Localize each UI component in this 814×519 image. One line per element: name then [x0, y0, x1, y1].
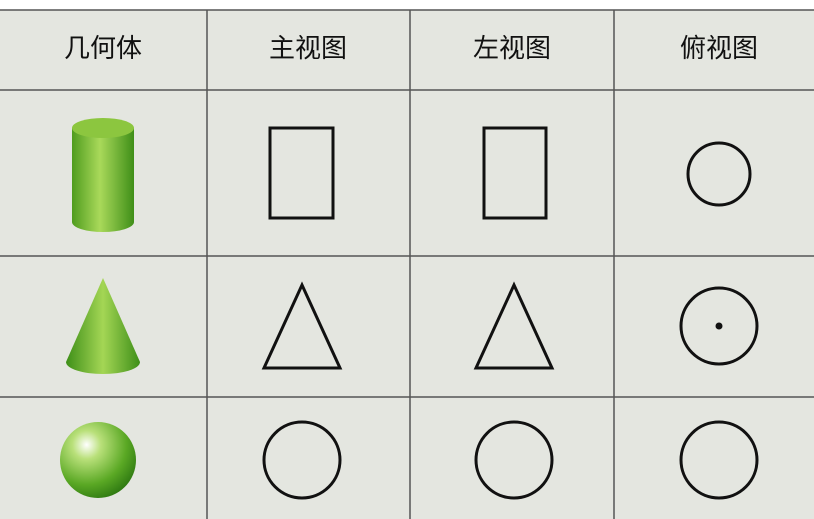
table-grid: [0, 9, 814, 519]
triangle-view: [261, 281, 343, 370]
header-cell: 主视图: [269, 34, 347, 64]
header-cell: 几何体: [64, 34, 142, 64]
cone: [66, 278, 140, 374]
circle-view: [474, 420, 554, 500]
rectangle-view: [268, 126, 335, 220]
header-cell: 俯视图: [680, 34, 758, 64]
header-cell: 左视图: [473, 34, 551, 64]
rectangle-view: [482, 126, 548, 220]
circle-view: [262, 420, 342, 500]
cylinder: [72, 118, 134, 232]
circle-view: [686, 141, 752, 207]
circle-view: [679, 286, 759, 366]
table-background: [0, 10, 814, 519]
center-dot: [715, 322, 723, 330]
triangle-view: [473, 281, 555, 370]
sphere: [60, 422, 136, 498]
circle-view: [679, 420, 759, 500]
